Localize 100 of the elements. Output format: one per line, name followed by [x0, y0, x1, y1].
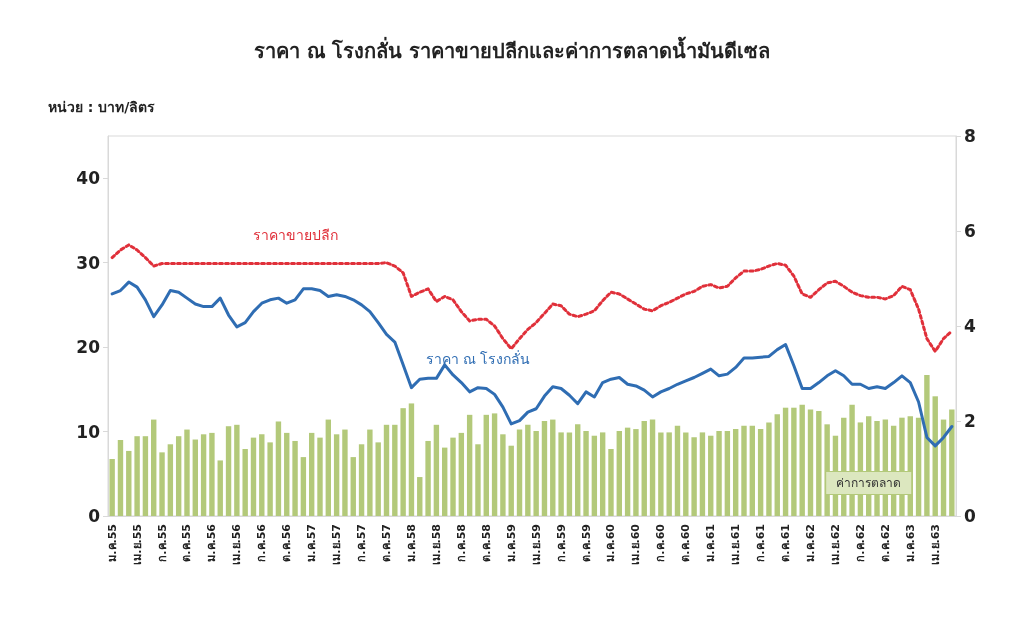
bar	[724, 430, 731, 516]
bar	[757, 429, 764, 516]
x-tick-label: เม.ย.61	[729, 524, 743, 565]
bar	[915, 417, 922, 516]
x-tick-label: เม.ย.60	[629, 523, 643, 565]
x-tick-label: ก.ค.56	[255, 523, 269, 562]
x-tick-label: ก.ค.59	[554, 524, 568, 562]
bar	[175, 436, 182, 516]
x-tick-label: เม.ย.58	[429, 524, 443, 565]
bar	[134, 436, 140, 516]
bar	[250, 437, 257, 516]
bar	[949, 409, 955, 516]
bar	[383, 424, 390, 516]
x-tick-label: ม.ค.55	[105, 524, 119, 562]
bar	[259, 434, 265, 516]
x-tick-label: ต.ค.59	[579, 524, 593, 562]
bar	[716, 430, 722, 516]
bar	[508, 445, 514, 516]
series-label: ราคา ณ โรงกลั่น	[425, 349, 531, 367]
bar	[732, 429, 739, 516]
x-tick-label: ต.ค.56	[280, 523, 294, 562]
y2-tick-label: 2	[964, 411, 976, 431]
bar	[807, 409, 814, 516]
line-series	[110, 280, 954, 448]
bar	[458, 432, 465, 516]
bar	[225, 426, 232, 516]
bar	[591, 435, 598, 516]
bar	[300, 457, 307, 516]
bar	[699, 432, 706, 516]
bar	[392, 424, 398, 516]
bar	[242, 449, 248, 516]
bar	[475, 444, 481, 516]
bar	[816, 411, 822, 516]
x-tick-label: ต.ค.55	[180, 524, 194, 562]
x-tick-label: เม.ย.59	[529, 524, 543, 565]
bar	[159, 452, 165, 516]
bar	[583, 430, 589, 516]
y-tick-label: 20	[76, 337, 101, 358]
bar	[358, 444, 365, 516]
bar	[284, 432, 290, 516]
bar	[117, 440, 124, 516]
y2-tick-label: 6	[964, 221, 976, 241]
bar	[350, 457, 356, 516]
bar	[766, 422, 772, 516]
bar	[491, 413, 498, 516]
bar	[500, 434, 506, 516]
bar	[450, 437, 456, 516]
bar	[575, 424, 581, 516]
x-tick-label: ก.ค.61	[754, 524, 768, 562]
x-tick-label: ม.ค.56	[205, 523, 219, 562]
bar	[275, 421, 282, 516]
bar	[317, 437, 323, 516]
series-label: ราคาขายปลีก	[252, 226, 338, 243]
bar	[616, 430, 622, 516]
y-tick-label: 40	[76, 168, 101, 189]
bar	[516, 429, 523, 516]
bar	[608, 449, 614, 516]
x-tick-label: ก.ค.57	[355, 524, 369, 562]
bar	[442, 447, 448, 516]
bar	[633, 429, 639, 516]
bar	[641, 421, 647, 516]
x-tick-label: ม.ค.62	[804, 524, 818, 562]
y2-tick-label: 8	[964, 126, 976, 146]
x-tick-label: ม.ค.60	[604, 523, 618, 562]
chart-title: ราคา ณ โรงกลั่น ราคาขายปลีกและค่าการตลาดน้ำมันดีเซล	[253, 36, 771, 63]
x-tick-label: ก.ค.60	[654, 523, 668, 562]
bar	[683, 432, 689, 516]
x-tick-label: ก.ค.62	[853, 524, 867, 562]
bar	[691, 437, 697, 516]
bar	[308, 432, 315, 516]
bar	[192, 439, 198, 516]
bar	[367, 429, 373, 516]
bar	[142, 436, 149, 516]
bar	[267, 442, 273, 516]
y-tick-label: 30	[76, 252, 101, 273]
bar	[184, 429, 190, 516]
bar	[525, 424, 531, 516]
x-tick-label: ม.ค.63	[903, 524, 917, 562]
bar	[774, 414, 780, 516]
bar	[325, 419, 332, 516]
bar	[658, 432, 664, 516]
bar	[483, 414, 489, 516]
bar	[292, 440, 298, 516]
x-tick-label: ก.ค.55	[155, 524, 169, 562]
y-axis-title: หน่วย : บาท/ลิตร	[48, 99, 156, 115]
bar	[708, 435, 714, 516]
bar	[666, 432, 672, 516]
bar	[924, 374, 930, 516]
bar	[234, 424, 240, 516]
bar	[782, 407, 789, 516]
bar	[400, 408, 406, 516]
bar	[151, 419, 157, 516]
bar	[791, 407, 797, 516]
bar	[799, 404, 805, 516]
x-tick-label: เม.ย.56	[230, 523, 244, 565]
x-tick-label: ต.ค.62	[878, 524, 892, 562]
bar	[425, 440, 431, 516]
bar	[550, 419, 556, 516]
bar	[200, 434, 207, 516]
bar	[541, 421, 548, 516]
